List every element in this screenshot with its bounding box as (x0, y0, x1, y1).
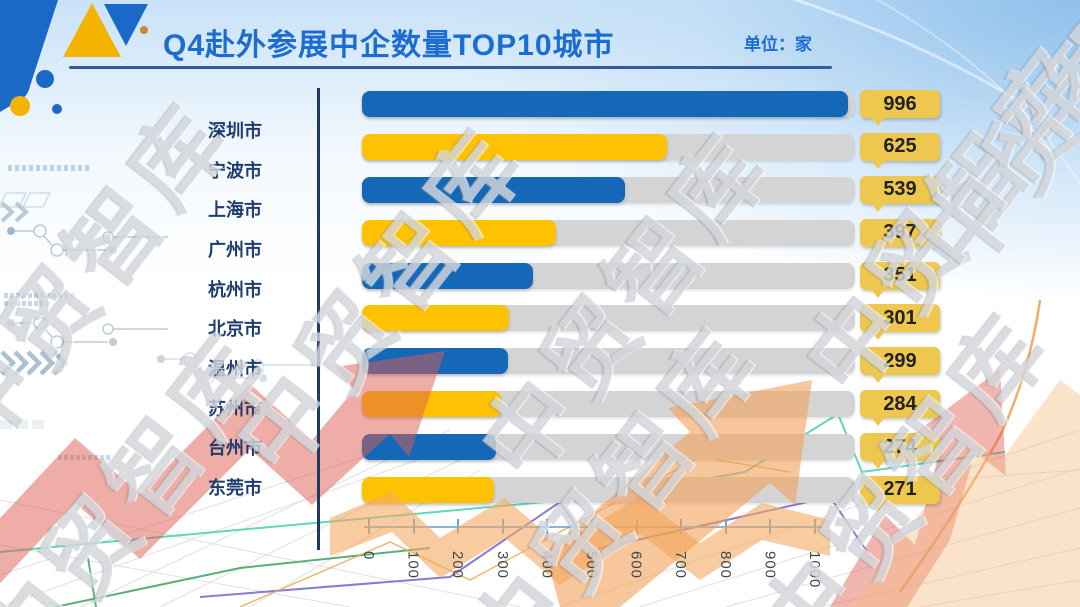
logo-yellow-dot (10, 96, 30, 116)
bar (362, 262, 533, 289)
logo-blue-dot-large (36, 70, 54, 88)
logo-blue-triangle (104, 4, 148, 46)
value-callout: 271 (860, 475, 940, 512)
value-callout: 625 (860, 132, 940, 169)
axis-tick-label: 0 (360, 551, 377, 561)
title-underline (69, 66, 832, 69)
bar (362, 133, 667, 160)
value-callout: 301 (860, 304, 940, 341)
bar-track (362, 176, 855, 203)
category-label: 广州市 (208, 239, 262, 260)
category-label: 深圳市 (208, 121, 262, 141)
axis-tick-label: 1000 (806, 551, 823, 589)
bar-track (362, 262, 855, 289)
value-callout: 274 (860, 433, 940, 470)
unit-label: 单位：家 (744, 35, 812, 54)
bar-track (362, 91, 855, 117)
category-label: 上海市 (208, 200, 262, 221)
axis-tick-label: 400 (538, 551, 556, 580)
category-axis-line (317, 88, 320, 550)
category-label: 杭州市 (208, 279, 262, 300)
category-label: 北京市 (208, 319, 262, 340)
circuit-decoration (0, 192, 319, 385)
header: Q4赴外参展中企数量TOP10城市 单位：家 (0, 0, 1080, 116)
sky-swoosh-lines (792, 0, 1080, 186)
bar-track (362, 305, 855, 332)
category-label: 东莞市 (208, 477, 262, 498)
bar (362, 91, 848, 117)
value-callout: 351 (860, 261, 940, 298)
category-label: 苏州市 (208, 398, 262, 419)
value-callout: 397 (860, 218, 940, 255)
bar-track (362, 133, 855, 160)
bar (362, 219, 556, 246)
bar-track (362, 219, 855, 246)
category-label: 台州市 (208, 438, 262, 459)
axis-tick-label: 600 (627, 551, 645, 580)
axis-tick-label: 900 (761, 551, 779, 580)
logo (0, 0, 148, 116)
logo-yellow-triangle (63, 3, 121, 57)
category-label: 宁波市 (208, 160, 262, 181)
value-callout: 539 (860, 175, 940, 212)
axis-tick-label: 700 (672, 551, 690, 580)
value-callout: 284 (860, 390, 940, 427)
axis-tick-label: 800 (716, 551, 734, 580)
axis-tick-label: 300 (493, 551, 511, 580)
bar (362, 305, 509, 332)
value-callout: 996 (860, 90, 940, 126)
logo-orange-dot (140, 26, 148, 34)
axis-tick-label: 100 (404, 551, 422, 580)
category-label: 温州市 (208, 358, 262, 379)
page-title: Q4赴外参展中企数量TOP10城市 (163, 29, 615, 62)
axis-tick-label: 200 (449, 551, 467, 580)
logo-blue-dot-small (52, 104, 62, 114)
bar (362, 176, 625, 203)
axis-tick-label: 500 (583, 551, 600, 580)
logo-blue-corner-shape (0, 0, 58, 112)
value-callout: 299 (860, 347, 940, 384)
